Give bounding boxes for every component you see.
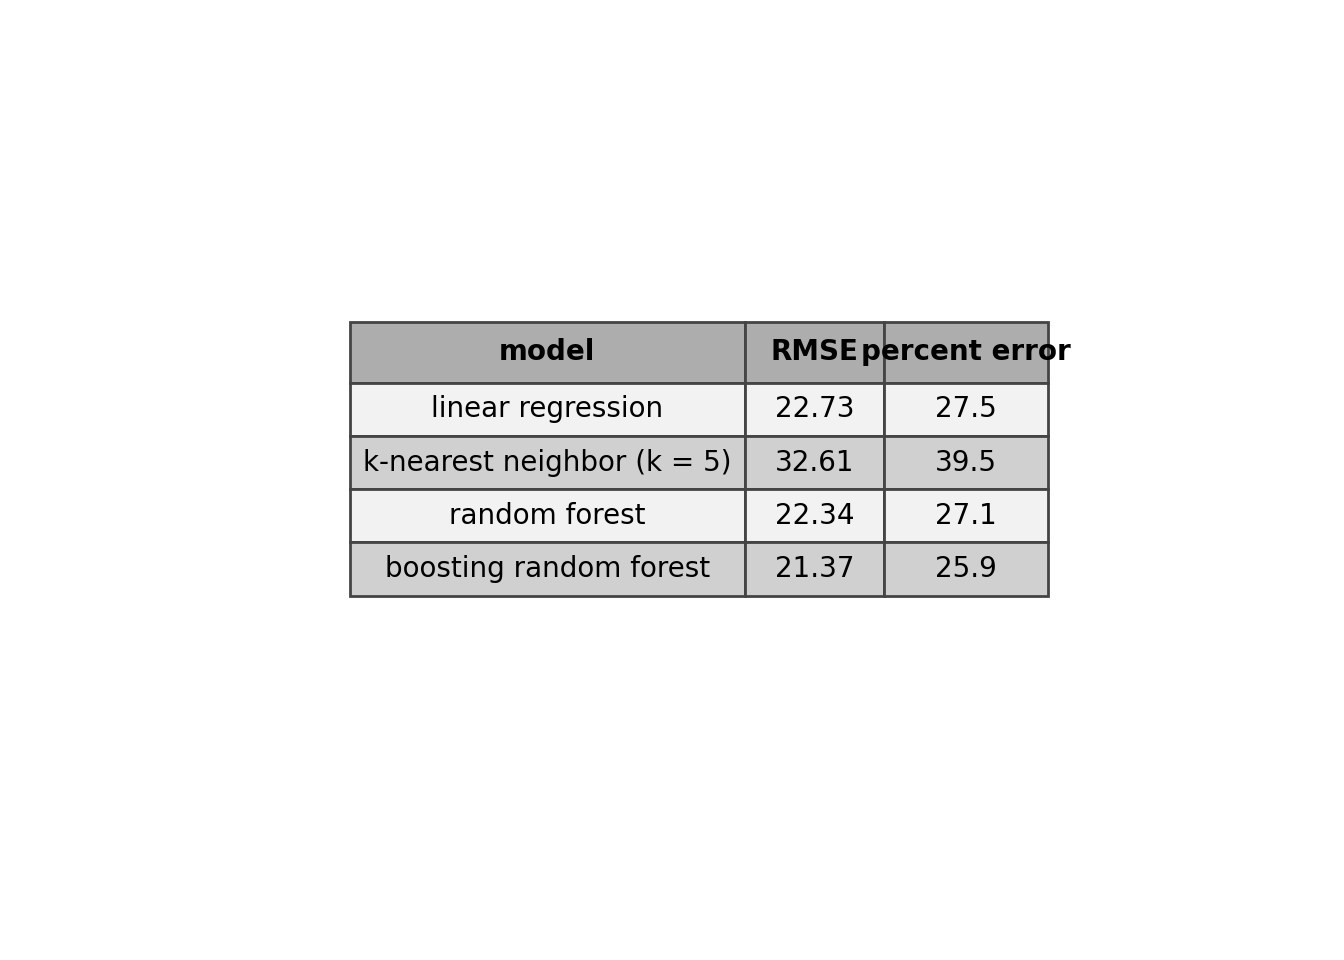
Bar	[351, 436, 745, 490]
Text: 39.5: 39.5	[935, 448, 997, 476]
Bar	[745, 542, 884, 595]
Bar	[745, 323, 884, 383]
Text: 21.37: 21.37	[774, 555, 855, 583]
Text: RMSE: RMSE	[770, 339, 859, 367]
Bar	[745, 436, 884, 490]
Text: 25.9: 25.9	[935, 555, 997, 583]
Text: 32.61: 32.61	[774, 448, 855, 476]
Bar	[745, 490, 884, 542]
Text: 22.73: 22.73	[774, 396, 855, 423]
Bar	[884, 323, 1048, 383]
Bar	[884, 436, 1048, 490]
Bar	[351, 323, 745, 383]
Bar	[884, 542, 1048, 595]
Text: boosting random forest: boosting random forest	[384, 555, 710, 583]
Bar	[351, 542, 745, 595]
Bar	[351, 490, 745, 542]
Bar	[884, 383, 1048, 436]
Text: linear regression: linear regression	[431, 396, 664, 423]
Text: 27.1: 27.1	[935, 502, 997, 530]
Bar	[884, 490, 1048, 542]
Bar	[351, 383, 745, 436]
Bar	[745, 383, 884, 436]
Text: k-nearest neighbor (k = 5): k-nearest neighbor (k = 5)	[363, 448, 731, 476]
Text: random forest: random forest	[449, 502, 645, 530]
Text: 27.5: 27.5	[935, 396, 997, 423]
Text: model: model	[499, 339, 595, 367]
Text: percent error: percent error	[862, 339, 1071, 367]
Text: 22.34: 22.34	[774, 502, 855, 530]
